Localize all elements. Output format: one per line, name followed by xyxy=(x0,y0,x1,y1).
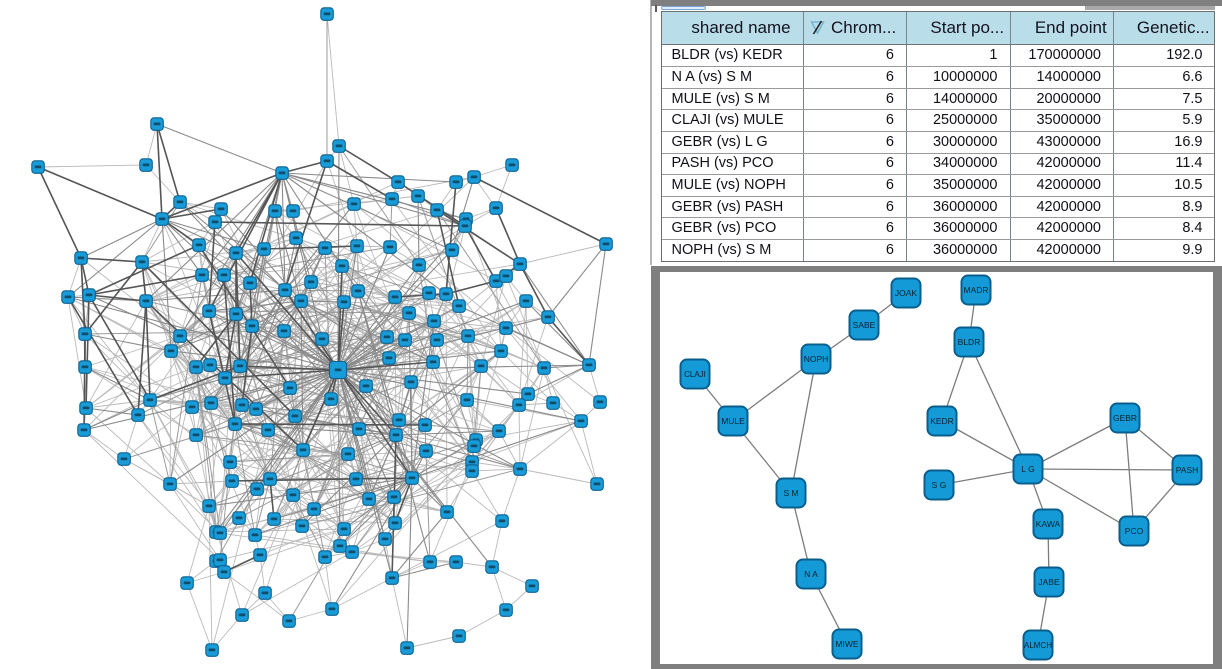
svg-text:S G: S G xyxy=(932,480,947,490)
svg-text:GEBR: GEBR xyxy=(1113,413,1137,423)
svg-text:CLAJI: CLAJI xyxy=(684,370,706,379)
svg-text:BLDR: BLDR xyxy=(958,337,981,347)
svg-text:JABE: JABE xyxy=(1038,577,1060,587)
svg-text:ALMCH: ALMCH xyxy=(1024,641,1052,650)
svg-text:NOPH: NOPH xyxy=(804,354,829,364)
svg-text:PCO: PCO xyxy=(1125,526,1144,536)
svg-text:KAWA: KAWA xyxy=(1036,519,1061,529)
svg-text:N A: N A xyxy=(804,569,818,579)
svg-text:L G: L G xyxy=(1021,464,1034,474)
svg-text:MADR: MADR xyxy=(963,285,988,295)
svg-text:S M: S M xyxy=(783,488,798,498)
svg-text:JOAK: JOAK xyxy=(895,288,918,298)
svg-text:MULE: MULE xyxy=(721,416,745,426)
svg-text:KEDR: KEDR xyxy=(930,416,954,426)
svg-text:SABE: SABE xyxy=(853,320,876,330)
svg-text:MIWE: MIWE xyxy=(835,639,858,649)
svg-text:PASH: PASH xyxy=(1176,465,1199,475)
